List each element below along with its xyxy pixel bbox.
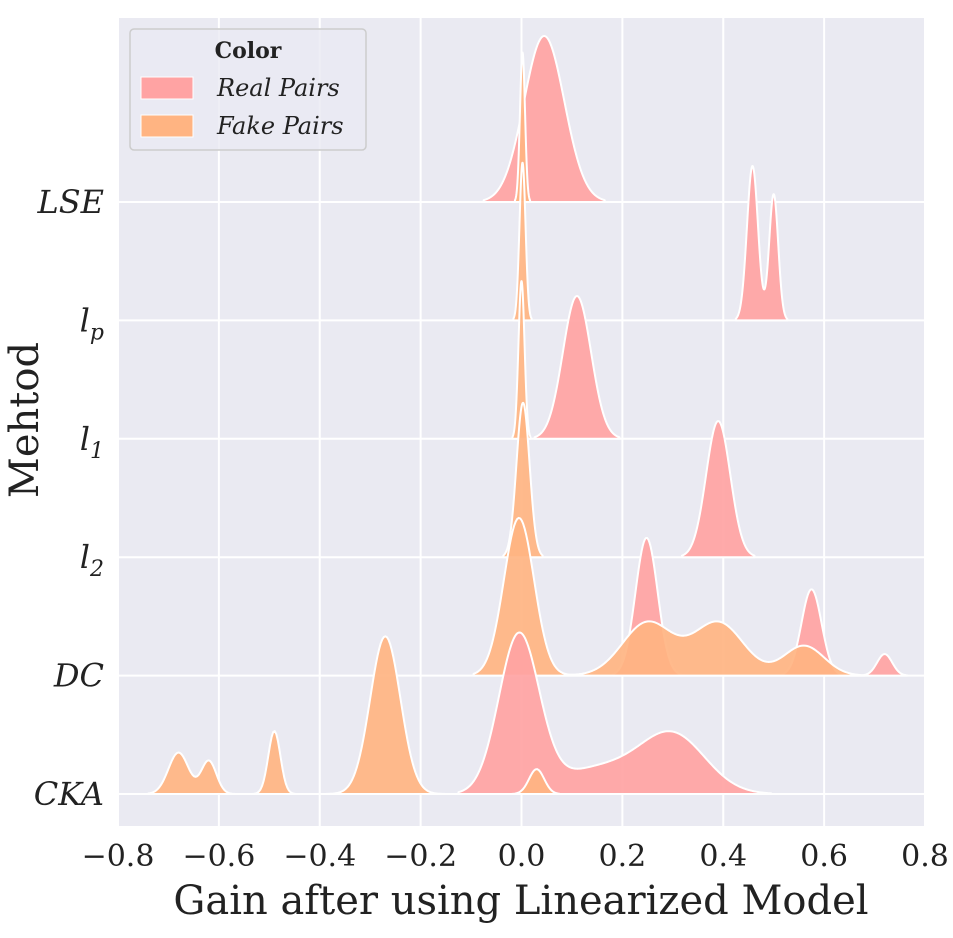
legend-swatch-real-pairs [140,76,194,100]
category-label-lp: lp [80,301,104,345]
density-fake-pairs-lse [513,51,532,203]
category-label-l1: l1 [80,420,104,464]
x-tick-label-0: −0.8 [82,839,155,874]
legend-label-fake-pairs: Fake Pairs [216,112,344,140]
x-tick-label-1: −0.6 [182,839,255,874]
category-label-cka: CKA [34,775,104,813]
x-tick-label-3: −0.2 [384,839,457,874]
legend: Color Real Pairs Fake Pairs [129,28,367,151]
category-labels: LSE lp l1 l2 DC CKA [34,183,104,813]
x-tick-label-6: 0.4 [699,839,747,874]
legend-title: Color [215,38,282,64]
density-real-pairs-lp [734,165,789,322]
x-tick-label-2: −0.4 [283,839,356,874]
density-layer [147,35,909,795]
density-fake-pairs-l1 [511,280,532,440]
x-tick-label-4: 0.0 [498,839,546,874]
x-tick-labels: −0.8 −0.6 −0.4 −0.2 0.0 0.2 0.4 0.6 0.8 [82,839,949,874]
category-label-dc: DC [53,657,104,695]
density-fake-pairs-lp [512,161,533,322]
density-fake-pairs-cka [147,635,561,795]
density-fake-pairs-l2 [502,401,544,559]
legend-label-real-pairs: Real Pairs [216,74,340,102]
legend-swatch-fake-pairs [140,114,194,138]
density-real-pairs-cka [457,631,773,795]
x-axis-title: Gain after using Linearized Model [173,878,868,924]
density-real-pairs-lse [482,35,606,203]
density-real-pairs-l1 [533,295,621,440]
x-tick-label-8: 0.8 [901,839,949,874]
y-axis-title: Mehtod [2,342,48,498]
x-tick-label-7: 0.6 [800,839,848,874]
category-label-lse: LSE [36,183,104,221]
x-tick-label-5: 0.2 [599,839,647,874]
density-real-pairs-l2 [680,420,756,559]
category-label-l2: l2 [80,538,104,582]
